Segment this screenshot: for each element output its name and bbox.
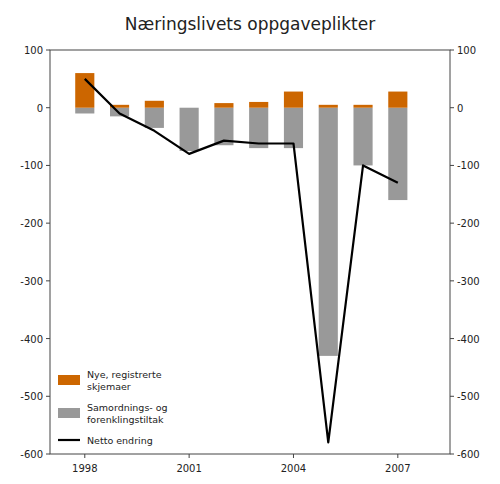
tick-label: -400 <box>20 334 43 345</box>
legend-label: Samordnings- ogforenklingstiltak <box>87 402 168 425</box>
bar <box>75 73 94 108</box>
legend-swatch <box>58 439 80 441</box>
bar <box>214 103 233 108</box>
bar <box>284 92 303 108</box>
bar <box>180 107 199 108</box>
tick <box>84 454 85 458</box>
tick-label: -500 <box>457 391 480 402</box>
line <box>85 79 398 443</box>
tick-label: 2004 <box>281 463 306 474</box>
tick-label: 100 <box>24 45 43 56</box>
tick-label: 2007 <box>385 463 410 474</box>
tick <box>450 396 454 397</box>
tick-label: -100 <box>20 160 43 171</box>
tick <box>189 454 190 458</box>
tick-label: -200 <box>20 218 43 229</box>
tick-label: 2001 <box>176 463 201 474</box>
tick-label: 100 <box>457 45 476 56</box>
plot-frame <box>50 50 450 454</box>
bar <box>319 108 338 356</box>
tick-label: -100 <box>457 160 480 171</box>
x-axis: 1998 2001 2004 2007 <box>72 454 410 474</box>
tick <box>293 454 294 458</box>
legend-label: Netto endring <box>87 435 153 446</box>
y-axis: -600 -500 -400 -300 -200 -100 0 100 <box>20 45 50 460</box>
bar <box>388 92 407 108</box>
tick-label: -600 <box>20 449 43 460</box>
tick-label: -400 <box>457 334 480 345</box>
plot-area <box>75 73 407 442</box>
bar <box>249 102 268 108</box>
tick <box>46 338 50 339</box>
bar <box>319 105 338 108</box>
legend-swatch <box>58 408 80 418</box>
bar <box>145 108 164 128</box>
tick <box>450 338 454 339</box>
tick <box>46 165 50 166</box>
bar <box>353 108 372 166</box>
tick-label: 1998 <box>72 463 97 474</box>
tick <box>450 107 454 108</box>
tick <box>450 165 454 166</box>
chart: Næringslivets oppgaveplikter -600 -500 -400… <box>0 0 500 484</box>
chart-container: Næringslivets oppgaveplikter -600 -500 -400… <box>0 0 500 484</box>
bar-series <box>75 73 407 108</box>
tick <box>46 50 50 51</box>
bar <box>284 108 303 148</box>
tick-label: -300 <box>457 276 480 287</box>
tick <box>450 223 454 224</box>
tick <box>46 107 50 108</box>
tick <box>450 454 454 455</box>
title: Næringslivets oppgaveplikter <box>125 14 375 34</box>
tick <box>46 396 50 397</box>
tick-label: -300 <box>20 276 43 287</box>
legend-label: Nye, registrerteskjemaer <box>87 369 162 392</box>
tick-label: 0 <box>457 103 463 114</box>
tick <box>46 454 50 455</box>
tick <box>450 280 454 281</box>
legend: Nye, registrerteskjemaer Samordnings- ogf… <box>58 369 168 446</box>
bar-series <box>75 108 407 356</box>
y2-axis: -600 -500 -400 -300 -200 -100 0 100 <box>450 45 480 460</box>
tick-label: -200 <box>457 218 480 229</box>
bar <box>388 108 407 200</box>
tick <box>46 280 50 281</box>
legend-swatch <box>58 375 80 385</box>
tick-label: -600 <box>457 449 480 460</box>
tick <box>46 223 50 224</box>
tick <box>450 50 454 51</box>
bar <box>145 101 164 108</box>
tick-label: -500 <box>20 391 43 402</box>
bar <box>353 105 372 108</box>
bar <box>180 108 199 151</box>
tick <box>397 454 398 458</box>
tick-label: 0 <box>37 103 43 114</box>
bar <box>75 108 94 114</box>
